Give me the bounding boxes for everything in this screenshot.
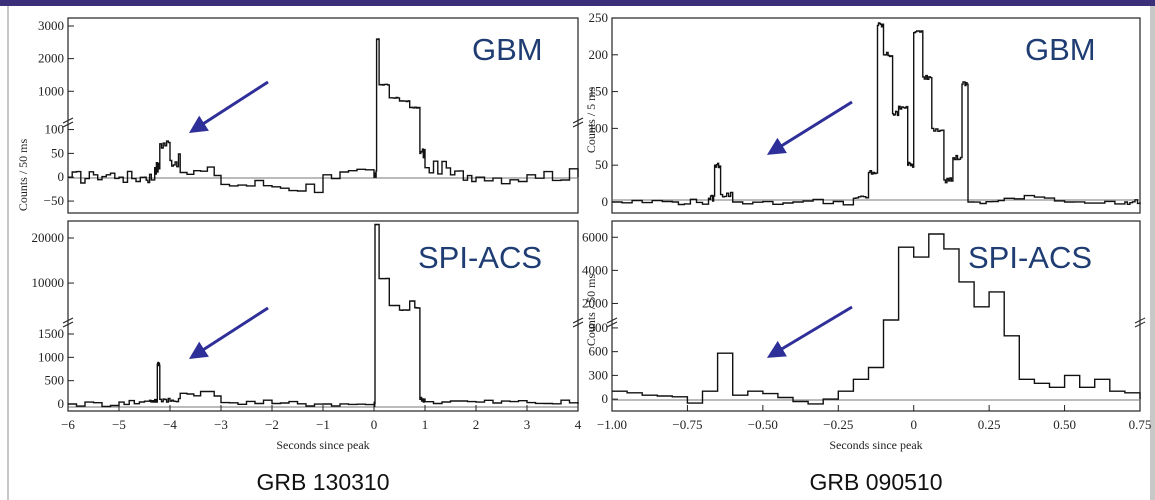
series-line bbox=[612, 22, 1141, 206]
y-tick-label: 150 bbox=[589, 84, 609, 99]
detector-label: GBM bbox=[1025, 32, 1096, 67]
x-tick-label: −4 bbox=[163, 417, 177, 432]
y-tick-label: 0 bbox=[602, 391, 609, 406]
y-tick-label: 50 bbox=[51, 145, 64, 160]
plot-frame bbox=[611, 17, 1141, 214]
x-tick-label: 0.50 bbox=[1053, 417, 1076, 432]
x-ticks: −6 −5 −4 −3 −2 −1 0 1 2 3 4 bbox=[61, 405, 582, 432]
y-axis-label: Counts / 5 ms bbox=[584, 87, 598, 154]
y-tick-label: 1500 bbox=[38, 326, 64, 341]
x-tick-label: 2 bbox=[473, 417, 480, 432]
y-ticks: 0 300 600 900 2000 4000 6000 bbox=[582, 229, 1146, 406]
x-tick-label: −3 bbox=[214, 417, 228, 432]
y-tick-label: 250 bbox=[589, 10, 609, 25]
y-tick-label: 3000 bbox=[38, 18, 64, 33]
y-tick-label: 0 bbox=[58, 169, 65, 184]
y-tick-label: 200 bbox=[589, 47, 609, 62]
caption-left: GRB 130310 bbox=[257, 469, 390, 495]
x-tick-label: −6 bbox=[61, 417, 75, 432]
y-axis-label: Counts / 50 ms bbox=[16, 139, 30, 212]
chart-right-top: 0 50 100 150 200 250 GBM Counts / 5 ms bbox=[584, 10, 1141, 214]
x-tick-label: 3 bbox=[524, 417, 531, 432]
y-tick-label: 6000 bbox=[582, 229, 608, 244]
y-tick-label: 20000 bbox=[32, 230, 65, 245]
axis-break-mark bbox=[62, 117, 584, 128]
series-line bbox=[612, 233, 1141, 405]
y-tick-label: 100 bbox=[589, 120, 609, 135]
x-tick-label: 0 bbox=[910, 417, 917, 432]
right-frame-bar bbox=[1150, 6, 1155, 500]
y-tick-label: 500 bbox=[45, 373, 65, 388]
x-tick-label: 0 bbox=[371, 417, 378, 432]
plot-frame bbox=[67, 17, 579, 214]
series-line bbox=[68, 38, 579, 194]
plot-frame bbox=[611, 220, 1141, 412]
x-ticks: −1.00 −0.75 −0.50 −0.25 0 0.25 0.50 0.75 bbox=[597, 405, 1151, 432]
y-ticks: −50 0 50 100 1000 2000 3000 bbox=[38, 18, 584, 208]
y-tick-label: 2000 bbox=[582, 295, 608, 310]
y-tick-label: 2000 bbox=[38, 51, 64, 66]
chart-left-top: −50 0 50 100 1000 2000 3000 GBM Counts / 50 ms bbox=[16, 17, 584, 214]
y-ticks: 0 500 1000 1500 10000 20000 bbox=[32, 230, 584, 411]
axis-break-mark bbox=[62, 317, 584, 328]
left-frame-bar bbox=[0, 6, 9, 500]
chart-left-bottom: 0 500 1000 1500 10000 20000 −6 −5 −4 −3 −2 −1 0 1 2 3 4… bbox=[32, 220, 584, 452]
y-tick-label: 10000 bbox=[32, 275, 65, 290]
x-tick-label: 1 bbox=[422, 417, 429, 432]
arrow-right-bottom bbox=[766, 305, 853, 358]
x-axis-label: Seconds since peak bbox=[829, 438, 922, 452]
y-axis-label: Counts / 50 ms bbox=[584, 274, 598, 347]
x-tick-label: 0.25 bbox=[978, 417, 1001, 432]
x-tick-label: −2 bbox=[265, 417, 279, 432]
x-tick-label: −1 bbox=[316, 417, 330, 432]
axis-break-mark bbox=[606, 317, 1146, 328]
x-tick-label: −0.50 bbox=[748, 417, 778, 432]
y-tick-label: 100 bbox=[45, 122, 65, 137]
x-tick-label: −1.00 bbox=[597, 417, 627, 432]
detector-label: SPI-ACS bbox=[968, 240, 1092, 275]
y-tick-label: 4000 bbox=[582, 262, 608, 277]
caption-right: GRB 090510 bbox=[810, 469, 943, 495]
series-line bbox=[68, 223, 579, 408]
x-tick-label: −0.25 bbox=[823, 417, 853, 432]
y-tick-label: 0 bbox=[58, 396, 65, 411]
x-tick-label: 4 bbox=[575, 417, 582, 432]
x-tick-label: 0.75 bbox=[1129, 417, 1152, 432]
chart-right-bottom: 0 300 600 900 2000 4000 6000 −1.00 −0.75 −0.50 −0… bbox=[582, 220, 1151, 452]
y-tick-label: 300 bbox=[589, 367, 609, 382]
y-tick-label: −50 bbox=[44, 193, 64, 208]
y-tick-label: 900 bbox=[589, 320, 609, 335]
top-frame-bar bbox=[0, 0, 1155, 6]
arrow-left-top bbox=[188, 80, 269, 133]
x-axis-label: Seconds since peak bbox=[276, 438, 369, 452]
x-tick-label: −5 bbox=[112, 417, 126, 432]
detector-label: GBM bbox=[472, 32, 543, 67]
y-tick-label: 50 bbox=[595, 157, 608, 172]
y-ticks: 0 50 100 150 200 250 bbox=[589, 10, 618, 209]
y-tick-label: 0 bbox=[602, 194, 609, 209]
detector-label: SPI-ACS bbox=[418, 240, 542, 275]
x-tick-label: −0.75 bbox=[672, 417, 702, 432]
arrow-right-top bbox=[766, 100, 853, 155]
y-tick-label: 600 bbox=[589, 344, 609, 359]
y-tick-label: 1000 bbox=[38, 83, 64, 98]
y-tick-label: 1000 bbox=[38, 349, 64, 364]
arrow-left-bottom bbox=[188, 306, 269, 359]
